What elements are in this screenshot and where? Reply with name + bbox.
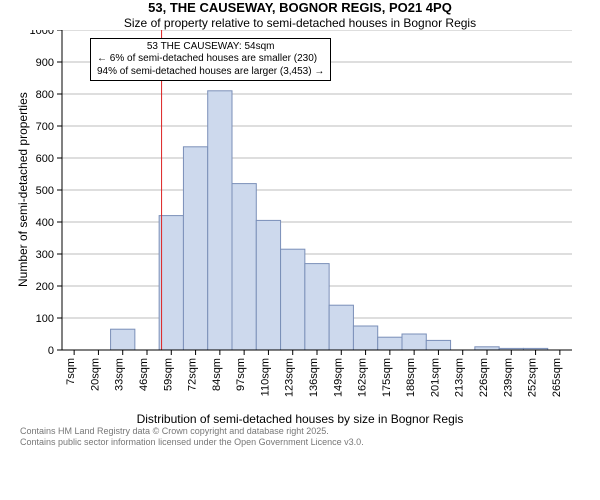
svg-text:110sqm: 110sqm <box>259 358 271 396</box>
svg-text:149sqm: 149sqm <box>332 358 344 397</box>
svg-text:0: 0 <box>48 345 54 357</box>
title-line-2: Size of property relative to semi-detach… <box>0 16 600 30</box>
svg-text:213sqm: 213sqm <box>454 358 466 397</box>
svg-text:500: 500 <box>36 185 54 197</box>
footer-line-2: Contains public sector information licen… <box>20 437 600 448</box>
svg-text:175sqm: 175sqm <box>381 358 393 397</box>
svg-text:72sqm: 72sqm <box>187 358 199 391</box>
svg-text:226sqm: 226sqm <box>478 358 490 397</box>
svg-text:700: 700 <box>36 121 54 133</box>
svg-text:46sqm: 46sqm <box>138 358 150 391</box>
svg-text:1000: 1000 <box>30 30 54 37</box>
title-line-1: 53, THE CAUSEWAY, BOGNOR REGIS, PO21 4PQ <box>0 0 600 16</box>
footer: Contains HM Land Registry data © Crown c… <box>20 426 600 449</box>
svg-text:201sqm: 201sqm <box>429 358 441 397</box>
svg-text:97sqm: 97sqm <box>235 358 247 391</box>
histogram-chart: 0 100 200 300 400 500 600 700 800 900 1000 7sqm 20sq… <box>0 30 600 412</box>
svg-text:20sqm: 20sqm <box>89 358 101 391</box>
svg-text:123sqm: 123sqm <box>284 358 296 397</box>
svg-text:84sqm: 84sqm <box>211 358 223 391</box>
annotation-box: 53 THE CAUSEWAY: 54sqm ← 6% of semi-deta… <box>90 38 331 82</box>
svg-text:400: 400 <box>36 217 54 229</box>
svg-text:200: 200 <box>36 281 54 293</box>
svg-text:800: 800 <box>36 89 54 101</box>
svg-text:252sqm: 252sqm <box>527 358 539 397</box>
footer-line-1: Contains HM Land Registry data © Crown c… <box>20 426 600 437</box>
svg-text:600: 600 <box>36 153 54 165</box>
svg-text:188sqm: 188sqm <box>405 358 417 397</box>
svg-text:900: 900 <box>36 57 54 69</box>
svg-text:239sqm: 239sqm <box>502 358 514 397</box>
svg-text:59sqm: 59sqm <box>162 358 174 391</box>
svg-text:162sqm: 162sqm <box>357 358 369 397</box>
svg-text:265sqm: 265sqm <box>551 358 563 397</box>
annotation-larger: 94% of semi-detached houses are larger (… <box>97 66 324 79</box>
chart-container: Number of semi-detached properties 0 100 2… <box>0 30 600 412</box>
annotation-title: 53 THE CAUSEWAY: 54sqm <box>97 41 324 54</box>
y-axis-label: Number of semi-detached properties <box>16 93 30 288</box>
svg-text:300: 300 <box>36 249 54 261</box>
svg-text:136sqm: 136sqm <box>308 358 320 397</box>
annotation-smaller: ← 6% of semi-detached houses are smaller… <box>97 53 324 66</box>
svg-text:7sqm: 7sqm <box>65 358 77 385</box>
svg-text:100: 100 <box>36 313 54 325</box>
x-axis-label: Distribution of semi-detached houses by … <box>0 412 600 426</box>
svg-text:33sqm: 33sqm <box>114 358 126 391</box>
